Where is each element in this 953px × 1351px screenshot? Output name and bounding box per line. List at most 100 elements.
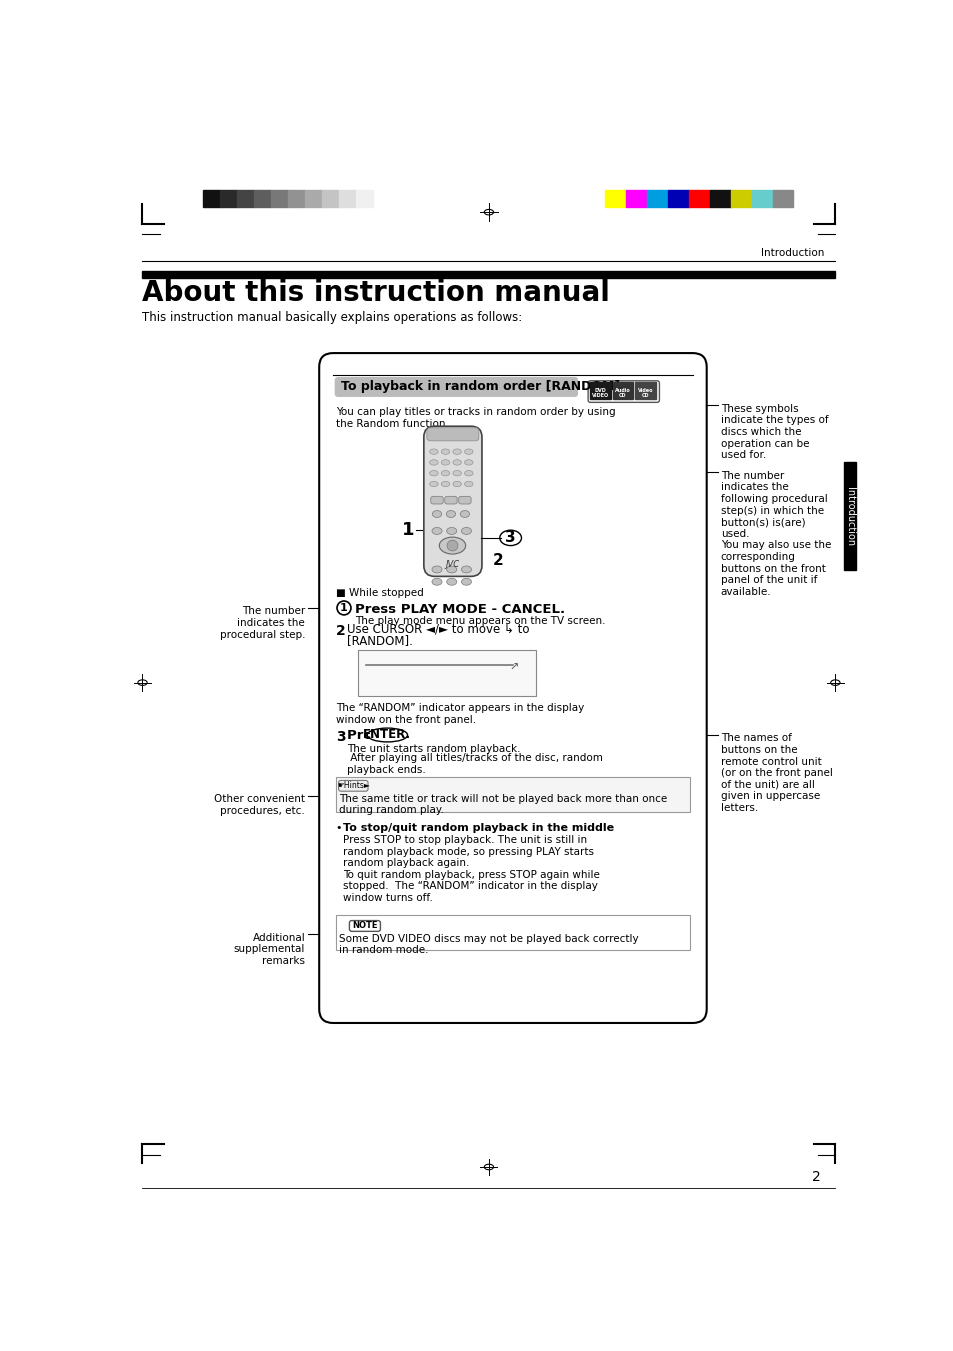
Bar: [357, 650, 536, 696]
Text: Introduction: Introduction: [844, 486, 854, 546]
Bar: [646, 190, 667, 207]
Text: ■ While stopped: ■ While stopped: [335, 588, 423, 598]
Text: The “RANDOM” indicator appears in the display
window on the front panel.: The “RANDOM” indicator appears in the di…: [335, 704, 584, 725]
Text: Some DVD VIDEO discs may not be played back correctly
in random mode.: Some DVD VIDEO discs may not be played b…: [339, 934, 639, 955]
Bar: [625, 190, 646, 207]
Text: About this instruction manual: About this instruction manual: [142, 280, 610, 307]
Ellipse shape: [446, 578, 456, 585]
Ellipse shape: [429, 449, 437, 454]
Bar: [709, 190, 730, 207]
Text: 3: 3: [335, 731, 346, 744]
Text: Press PLAY MODE - CANCEL.: Press PLAY MODE - CANCEL.: [355, 604, 564, 616]
FancyBboxPatch shape: [427, 428, 478, 440]
Ellipse shape: [499, 530, 521, 546]
Text: Press: Press: [347, 728, 393, 742]
Text: Other convenient
procedures, etc.: Other convenient procedures, etc.: [214, 794, 305, 816]
Circle shape: [336, 601, 351, 615]
Ellipse shape: [464, 481, 473, 486]
Text: The same title or track will not be played back more than once
during random pla: The same title or track will not be play…: [339, 793, 667, 815]
Text: CD: CD: [641, 393, 649, 399]
Text: ↗: ↗: [509, 662, 518, 673]
FancyBboxPatch shape: [338, 781, 368, 792]
Ellipse shape: [453, 481, 461, 486]
Text: Video: Video: [637, 388, 653, 393]
Text: [RANDOM].: [RANDOM].: [347, 634, 413, 647]
Text: The number
indicates the
procedural step.: The number indicates the procedural step…: [219, 607, 305, 639]
Ellipse shape: [441, 470, 449, 476]
Bar: [142, 270, 835, 277]
Text: 1: 1: [401, 521, 415, 539]
FancyBboxPatch shape: [335, 377, 578, 397]
Bar: [635, 381, 655, 399]
Ellipse shape: [446, 566, 456, 573]
Ellipse shape: [441, 481, 449, 486]
Text: JVC: JVC: [445, 561, 459, 569]
Bar: [203, 190, 220, 207]
Ellipse shape: [453, 449, 461, 454]
Text: ☛Hints►: ☛Hints►: [336, 781, 369, 790]
Bar: [335, 777, 689, 812]
Text: You can play titles or tracks in random order by using
the Random function.: You can play titles or tracks in random …: [335, 407, 616, 428]
FancyBboxPatch shape: [319, 353, 706, 1023]
Ellipse shape: [432, 527, 441, 535]
Text: Introduction: Introduction: [760, 247, 823, 258]
Ellipse shape: [446, 511, 456, 517]
Ellipse shape: [464, 470, 473, 476]
Ellipse shape: [464, 459, 473, 465]
Text: 3: 3: [504, 528, 517, 547]
Text: The number
indicates the
following procedural
step(s) in which the
button(s) is(: The number indicates the following proce…: [720, 471, 830, 597]
FancyBboxPatch shape: [458, 496, 471, 504]
Ellipse shape: [453, 470, 461, 476]
Ellipse shape: [446, 527, 456, 535]
Circle shape: [447, 540, 457, 551]
Ellipse shape: [441, 459, 449, 465]
Text: After playing all titles/tracks of the disc, random
playback ends.: After playing all titles/tracks of the d…: [347, 754, 602, 775]
Ellipse shape: [439, 538, 465, 554]
Bar: [339, 190, 356, 207]
Bar: [220, 190, 236, 207]
Ellipse shape: [432, 566, 441, 573]
Text: 2: 2: [335, 624, 346, 638]
Text: These symbols
indicate the types of
discs which the
operation can be
used for.: These symbols indicate the types of disc…: [720, 404, 827, 461]
Bar: [604, 190, 625, 207]
FancyBboxPatch shape: [349, 920, 380, 931]
Text: 3: 3: [505, 531, 516, 546]
Ellipse shape: [367, 728, 407, 742]
Bar: [356, 190, 373, 207]
Bar: [730, 190, 751, 207]
Bar: [305, 190, 322, 207]
Bar: [751, 190, 772, 207]
Bar: [288, 190, 305, 207]
Text: This instruction manual basically explains operations as follows:: This instruction manual basically explai…: [142, 311, 522, 324]
Text: 2: 2: [812, 1170, 821, 1183]
Bar: [612, 381, 633, 399]
Text: VIDEO: VIDEO: [592, 393, 608, 399]
Bar: [688, 190, 709, 207]
Bar: [667, 190, 688, 207]
Bar: [322, 190, 339, 207]
Text: Audio: Audio: [615, 388, 630, 393]
Ellipse shape: [432, 511, 441, 517]
Text: The play mode menu appears on the TV screen.: The play mode menu appears on the TV scr…: [355, 616, 605, 626]
Text: CD: CD: [618, 393, 626, 399]
Text: ENTER.: ENTER.: [363, 728, 411, 742]
FancyBboxPatch shape: [431, 496, 443, 504]
Text: 2: 2: [493, 554, 503, 569]
Ellipse shape: [441, 449, 449, 454]
Text: To playback in random order [RANDOM]: To playback in random order [RANDOM]: [340, 381, 619, 393]
Text: Additional
supplemental
remarks: Additional supplemental remarks: [233, 934, 305, 966]
Ellipse shape: [459, 511, 469, 517]
Bar: [335, 915, 689, 950]
Text: 1: 1: [340, 603, 348, 613]
Ellipse shape: [429, 470, 437, 476]
Bar: [271, 190, 288, 207]
Text: The unit starts random playback.: The unit starts random playback.: [347, 744, 520, 754]
Text: DVD: DVD: [594, 388, 606, 393]
Ellipse shape: [429, 481, 437, 486]
Ellipse shape: [461, 527, 471, 535]
Ellipse shape: [429, 459, 437, 465]
Text: To stop/quit random playback in the middle: To stop/quit random playback in the midd…: [343, 823, 614, 832]
Bar: [590, 381, 610, 399]
FancyBboxPatch shape: [423, 426, 481, 577]
Ellipse shape: [464, 449, 473, 454]
